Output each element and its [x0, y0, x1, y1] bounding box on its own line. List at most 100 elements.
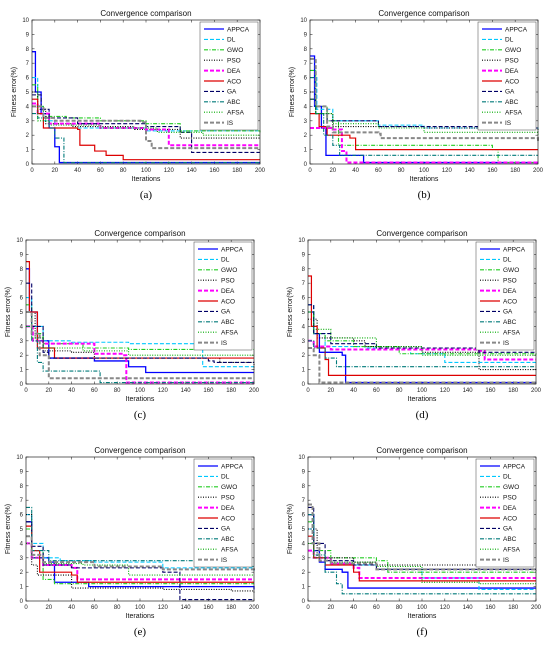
- y-tick-label: 9: [20, 469, 24, 475]
- y-tick-label: 8: [20, 267, 24, 273]
- chart-panel-1: 0 20 40 60 80 100 120 140 160 180 200 0 1 2 3 4 5 6 7 8 9 10 A…: [11, 9, 266, 201]
- y-tick-label: 3: [26, 119, 30, 125]
- chart-title: Convergence comparison: [94, 229, 185, 238]
- y-tick-label: 3: [20, 339, 24, 345]
- y-tick-label: 5: [20, 527, 24, 533]
- legend-label-dea: DEA: [221, 505, 235, 512]
- panel-label: (a): [140, 189, 153, 201]
- legend-label-dea: DEA: [503, 288, 517, 295]
- x-tick-label: 120: [158, 605, 169, 611]
- y-tick-label: 1: [20, 585, 24, 591]
- y-tick-label: 1: [26, 148, 30, 154]
- y-tick-label: 5: [304, 90, 308, 96]
- x-tick-label: 180: [226, 605, 237, 611]
- legend-label-is: IS: [227, 120, 234, 127]
- legend-label-abc: ABC: [503, 536, 517, 543]
- y-axis-label: Fitness error(%): [11, 67, 18, 117]
- panel-label: (c): [134, 409, 147, 421]
- y-tick-label: 3: [302, 339, 306, 345]
- y-tick-label: 7: [20, 498, 24, 504]
- y-tick-label: 7: [302, 281, 306, 287]
- y-tick-label: 6: [302, 296, 306, 302]
- legend-label-appca: APPCA: [505, 26, 528, 33]
- y-tick-label: 0: [20, 382, 24, 388]
- x-tick-label: 160: [203, 388, 214, 394]
- x-tick-label: 60: [91, 388, 98, 394]
- x-tick-label: 180: [226, 388, 237, 394]
- y-tick-label: 0: [302, 599, 306, 605]
- x-tick-label: 120: [158, 388, 169, 394]
- y-tick-label: 4: [20, 541, 24, 547]
- legend-label-dea: DEA: [503, 505, 517, 512]
- legend-label-ga: GA: [221, 526, 231, 533]
- x-tick-label: 140: [463, 388, 474, 394]
- x-tick-label: 80: [396, 605, 403, 611]
- legend-label-appca: APPCA: [227, 26, 250, 33]
- x-tick-label: 40: [68, 388, 75, 394]
- legend-label-gwo: GWO: [505, 47, 521, 54]
- legend-label-aco: ACO: [505, 78, 519, 85]
- x-tick-label: 200: [531, 388, 542, 394]
- x-tick-label: 100: [141, 168, 152, 174]
- legend-label-abc: ABC: [505, 99, 519, 106]
- legend-label-aco: ACO: [221, 515, 235, 522]
- legend-label-appca: APPCA: [221, 246, 244, 253]
- y-tick-label: 6: [26, 76, 30, 82]
- y-tick-label: 10: [298, 455, 305, 461]
- series-line-gwo: [308, 311, 537, 356]
- y-tick-label: 5: [302, 310, 306, 316]
- legend-label-dl: DL: [227, 37, 236, 44]
- legend-label-pso: PSO: [505, 58, 519, 65]
- legend-label-ga: GA: [221, 309, 231, 316]
- y-tick-label: 3: [302, 556, 306, 562]
- x-tick-label: 120: [442, 168, 453, 174]
- series-line-aco: [26, 261, 254, 359]
- legend-label-dl: DL: [505, 37, 514, 44]
- legend-label-pso: PSO: [503, 495, 517, 502]
- y-tick-label: 9: [20, 252, 24, 258]
- x-tick-label: 0: [308, 168, 312, 174]
- x-tick-label: 140: [465, 168, 476, 174]
- y-tick-label: 1: [20, 368, 24, 374]
- y-tick-label: 4: [20, 324, 24, 330]
- legend-label-pso: PSO: [503, 278, 517, 285]
- y-tick-label: 7: [20, 281, 24, 287]
- x-tick-label: 100: [135, 388, 146, 394]
- y-axis-label: Fitness error(%): [5, 287, 12, 337]
- y-axis-label: Fitness error(%): [5, 504, 12, 554]
- y-tick-label: 2: [302, 353, 306, 359]
- panel-label: (d): [416, 409, 429, 421]
- x-tick-label: 0: [30, 168, 34, 174]
- y-tick-label: 0: [304, 162, 308, 168]
- legend-label-ga: GA: [505, 89, 515, 96]
- y-axis-label: Fitness error(%): [287, 287, 294, 337]
- series-line-abc: [32, 113, 260, 164]
- legend-label-dea: DEA: [505, 68, 519, 75]
- x-tick-label: 40: [350, 605, 357, 611]
- axes-frame: [307, 456, 537, 602]
- series-line-abc: [310, 77, 538, 156]
- x-tick-label: 0: [24, 605, 28, 611]
- y-tick-label: 0: [26, 162, 30, 168]
- x-tick-label: 200: [531, 605, 542, 611]
- x-tick-label: 80: [114, 605, 121, 611]
- series-line-afsa: [310, 98, 539, 136]
- y-tick-label: 3: [304, 119, 308, 125]
- y-tick-label: 2: [20, 570, 24, 576]
- legend-label-is: IS: [221, 557, 228, 564]
- y-tick-label: 9: [302, 252, 306, 258]
- legend-label-appca: APPCA: [503, 463, 526, 470]
- x-axis-label: Iterations: [132, 176, 161, 183]
- x-tick-label: 80: [120, 168, 127, 174]
- chart-panel-2: 0 20 40 60 80 100 120 140 160 180 200 0 1 2 3 4 5 6 7 8 9 10 A…: [289, 9, 544, 201]
- y-tick-label: 6: [20, 296, 24, 302]
- panel-label: (e): [134, 626, 147, 638]
- y-tick-label: 9: [302, 469, 306, 475]
- x-tick-label: 0: [306, 388, 310, 394]
- legend-label-afsa: AFSA: [227, 110, 245, 117]
- y-tick-label: 2: [304, 133, 308, 139]
- y-tick-label: 5: [20, 310, 24, 316]
- legend-label-gwo: GWO: [221, 484, 237, 491]
- y-tick-label: 7: [304, 61, 308, 67]
- x-tick-label: 140: [187, 168, 198, 174]
